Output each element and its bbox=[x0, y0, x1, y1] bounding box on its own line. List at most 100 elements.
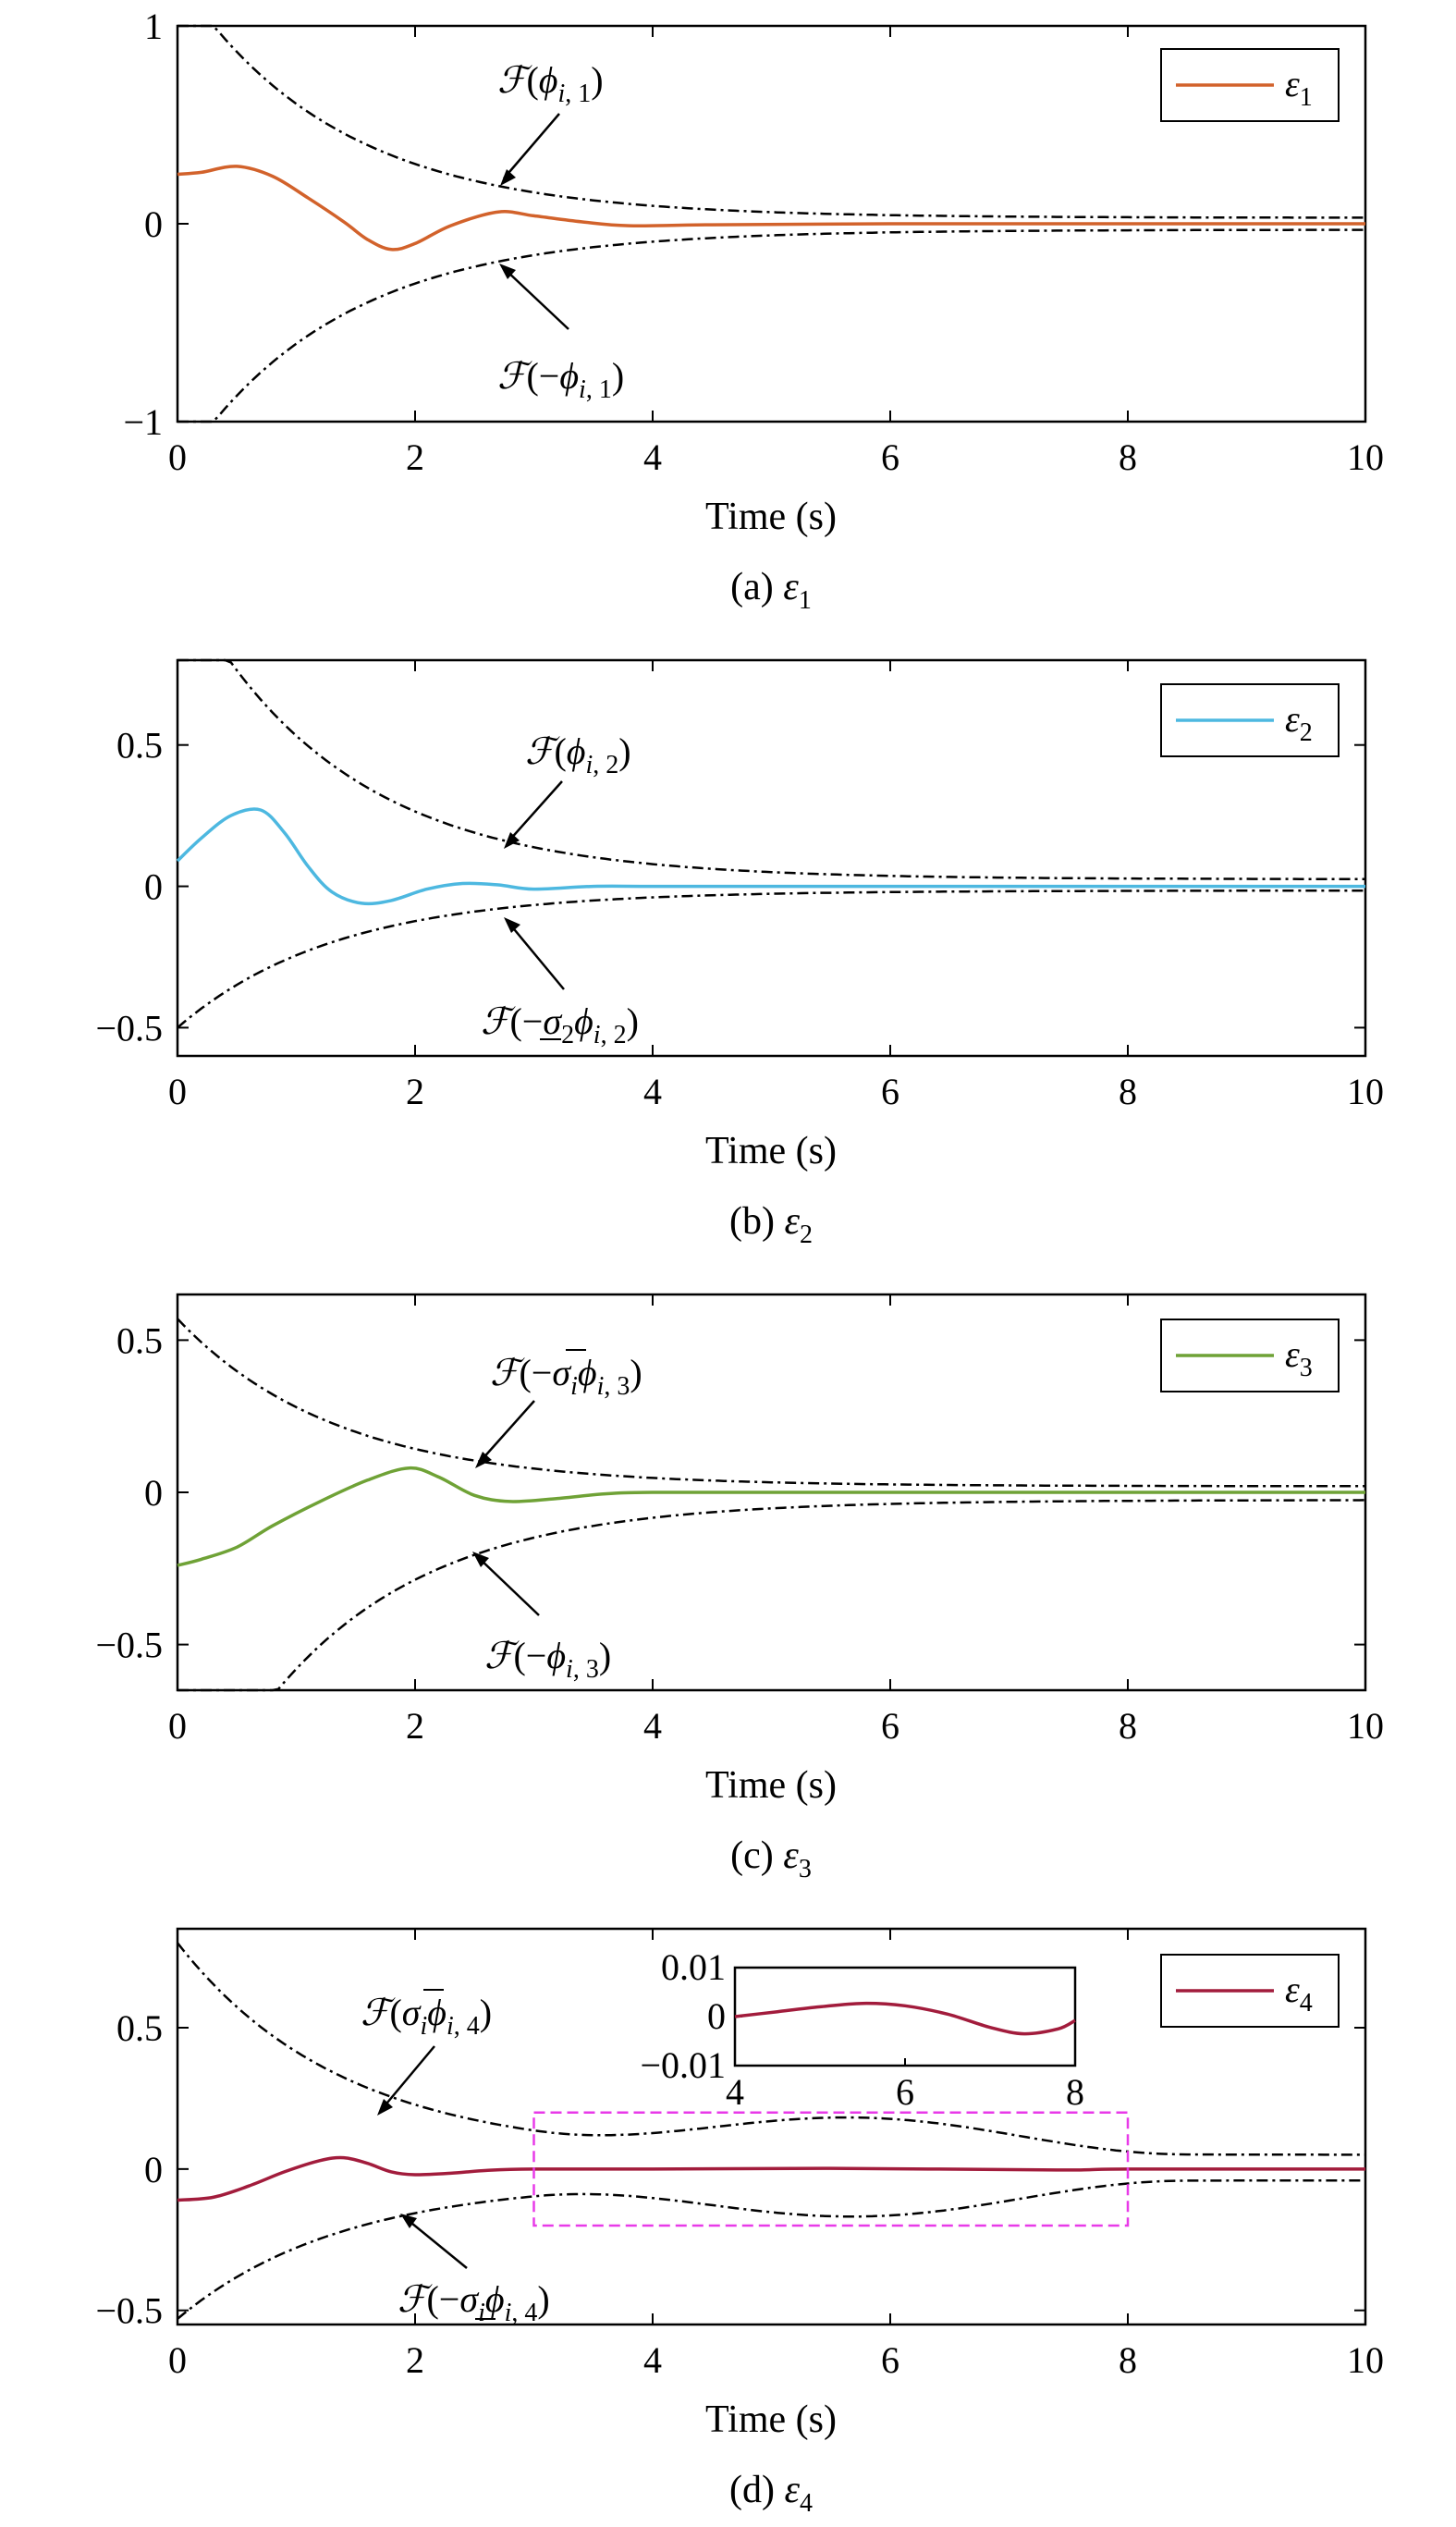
lower-bound-curve-a bbox=[177, 228, 1365, 423]
x-tick-label: 0 bbox=[168, 1705, 187, 1747]
arrow-lower-c bbox=[478, 1557, 540, 1616]
inset-y-tick-label: −0.01 bbox=[640, 2044, 726, 2086]
x-tick-label: 10 bbox=[1347, 1071, 1384, 1112]
arrow-lower-a bbox=[505, 269, 569, 330]
x-tick-label: 8 bbox=[1119, 1071, 1137, 1112]
y-tick-label: 0.5 bbox=[116, 1319, 163, 1361]
lower-bound-curve-c bbox=[177, 1499, 1366, 1692]
x-tick-label: 8 bbox=[1119, 2339, 1137, 2381]
y-tick-label: 0.5 bbox=[116, 725, 163, 767]
upper-bound-curve-b bbox=[177, 658, 1365, 880]
legend-a: ε1 bbox=[1160, 48, 1340, 122]
arrow-upper-d bbox=[382, 2045, 435, 2109]
upper-bound-curve-a bbox=[177, 24, 1365, 219]
x-tick-label: 6 bbox=[881, 1071, 899, 1112]
x-tick-label: 2 bbox=[406, 1071, 424, 1112]
ticks-b: 0 2 4 6 8 100.50−0.5 bbox=[95, 660, 1384, 1112]
x-tick-label: 10 bbox=[1347, 436, 1384, 478]
legend-c: ε3 bbox=[1160, 1319, 1340, 1392]
inset-x-tick-label: 4 bbox=[726, 2071, 744, 2113]
ticks-d: 0 2 4 6 8 100.50−0.5 bbox=[95, 1929, 1384, 2381]
y-tick-label: 0 bbox=[144, 203, 163, 245]
arrowhead-upper-a bbox=[500, 169, 516, 186]
x-tick-label: 10 bbox=[1347, 2339, 1384, 2381]
y-tick-label: 0 bbox=[144, 866, 163, 908]
caption-a: (a) ε1 bbox=[730, 566, 812, 615]
y-tick-label: −0.5 bbox=[95, 1007, 163, 1049]
arrowhead-lower-a bbox=[499, 264, 516, 279]
ticks-c: 0 2 4 6 8 100.50−0.5 bbox=[95, 1294, 1384, 1747]
x-tick-label: 4 bbox=[643, 1705, 662, 1747]
arrow-lower-b bbox=[509, 924, 565, 990]
inset-ticks: 4 6 8 0.01 0 −0.01 bbox=[640, 1946, 1084, 2113]
x-tick-label: 2 bbox=[406, 1705, 424, 1747]
series-line-epsilon1 bbox=[177, 165, 1365, 251]
annotation-upper-b: ℱ(ϕi, 2) bbox=[525, 730, 631, 779]
annotation-upper-c: ℱ(−σiϕi, 3) bbox=[490, 1352, 642, 1401]
x-tick-label: 8 bbox=[1119, 1705, 1137, 1747]
arrow-upper-b bbox=[508, 780, 563, 842]
x-axis-title-c: Time (s) bbox=[705, 1764, 837, 1807]
arrowhead-upper-d bbox=[377, 2099, 393, 2116]
legend-b: ε2 bbox=[1160, 683, 1340, 757]
upper-bound-curve-d bbox=[177, 1942, 1365, 2156]
legend-label-epsilon3: ε3 bbox=[1285, 1333, 1313, 1382]
inset-y-tick-label: 0.01 bbox=[661, 1946, 726, 1988]
arrowhead-upper-c bbox=[475, 1452, 492, 1468]
x-tick-label: 2 bbox=[406, 2339, 424, 2381]
y-tick-label: −0.5 bbox=[95, 2290, 163, 2332]
x-axis-title-a: Time (s) bbox=[705, 496, 837, 538]
caption-c: (c) ε3 bbox=[730, 1834, 812, 1883]
y-tick-label: 0 bbox=[144, 1472, 163, 1514]
x-tick-label: 4 bbox=[643, 436, 662, 478]
arrow-lower-d bbox=[406, 2218, 468, 2269]
x-tick-label: 0 bbox=[168, 2339, 187, 2381]
x-tick-label: 2 bbox=[406, 436, 424, 478]
arrowhead-lower-d bbox=[400, 2214, 417, 2228]
annotation-lower-c: ℱ(−ϕi, 3) bbox=[484, 1635, 611, 1684]
inset-x-tick-label: 8 bbox=[1066, 2071, 1084, 2113]
x-tick-label: 8 bbox=[1119, 436, 1137, 478]
arrow-upper-c bbox=[480, 1400, 535, 1462]
series-line-epsilon4 bbox=[177, 2155, 1366, 2202]
y-tick-label: −0.5 bbox=[95, 1625, 163, 1666]
x-tick-label: 4 bbox=[643, 2339, 662, 2381]
x-axis-title-b: Time (s) bbox=[705, 1130, 837, 1172]
arrowhead-lower-b bbox=[504, 917, 520, 933]
panel-b: 0 2 4 6 8 100.50−0.5 ℱ(ϕi, 2) ℱ(−σ2ϕi, 2) ε2 … bbox=[95, 658, 1384, 1249]
x-tick-label: 4 bbox=[643, 1071, 662, 1112]
inset-series-line bbox=[734, 2001, 1076, 2036]
annotation-lower-a: ℱ(−ϕi, 1) bbox=[497, 355, 624, 404]
inset-y-tick-label: 0 bbox=[707, 1995, 726, 2037]
lower-bound-curve-b bbox=[177, 889, 1365, 1029]
arrowhead-upper-b bbox=[504, 832, 520, 849]
inset-plot-area bbox=[733, 1966, 1077, 2067]
zoom-highlight-box bbox=[532, 2111, 1130, 2227]
upper-bound-curve-c bbox=[177, 1318, 1365, 1488]
legend-d: ε4 bbox=[1160, 1954, 1340, 2028]
arrow-upper-a bbox=[503, 113, 560, 179]
y-tick-label: −1 bbox=[123, 401, 163, 443]
x-tick-label: 6 bbox=[881, 2339, 899, 2381]
x-tick-label: 10 bbox=[1347, 1705, 1384, 1747]
panel-d: 0 2 4 6 8 100.50−0.5 ℱ(σiϕi, 4) ℱ(−σiϕi, 4) ε… bbox=[95, 1927, 1384, 2518]
inset-zoom: 4 6 8 0.01 0 −0.01 bbox=[640, 1946, 1084, 2113]
panel-c: 0 2 4 6 8 100.50−0.5 ℱ(−σiϕi, 3) ℱ(−ϕi, 3) ε3… bbox=[95, 1293, 1384, 1883]
series-line-epsilon3 bbox=[177, 1466, 1365, 1567]
x-tick-label: 6 bbox=[881, 1705, 899, 1747]
y-tick-label: 1 bbox=[144, 6, 163, 47]
x-axis-title-d: Time (s) bbox=[705, 2398, 837, 2441]
x-tick-label: 0 bbox=[168, 1071, 187, 1112]
y-tick-label: 0.5 bbox=[116, 2007, 163, 2049]
x-tick-label: 0 bbox=[168, 436, 187, 478]
caption-d: (d) ε4 bbox=[729, 2469, 813, 2518]
arrowhead-lower-c bbox=[472, 1552, 489, 1567]
y-tick-label: 0 bbox=[144, 2149, 163, 2190]
x-tick-label: 6 bbox=[881, 436, 899, 478]
caption-b: (b) ε2 bbox=[729, 1200, 813, 1249]
inset-x-tick-label: 6 bbox=[896, 2071, 914, 2113]
lower-bound-curve-d bbox=[177, 2178, 1365, 2320]
